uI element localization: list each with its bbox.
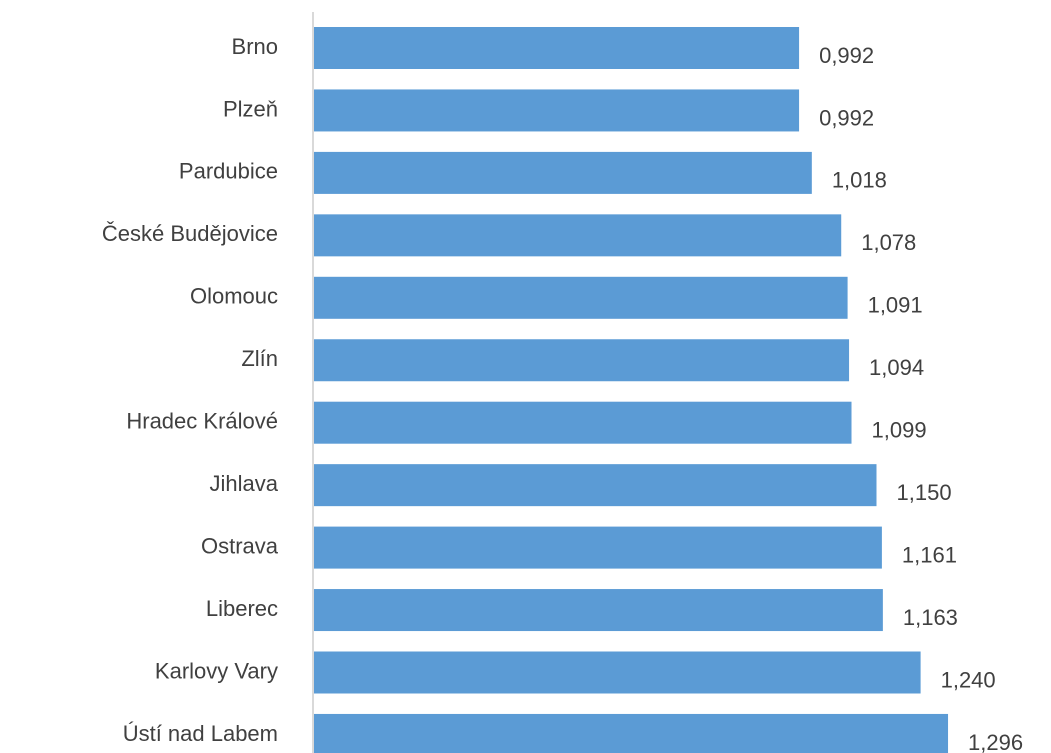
category-label: Zlín (241, 346, 278, 371)
bar (313, 589, 883, 632)
value-label: 1,161 (902, 542, 957, 567)
value-label: 0,992 (819, 43, 874, 68)
bar (313, 276, 848, 319)
value-label: 1,099 (872, 418, 927, 443)
bar (313, 526, 882, 569)
value-label: 1,163 (903, 605, 958, 630)
category-label: České Budějovice (102, 221, 278, 246)
bar (313, 713, 949, 753)
category-label: Brno (232, 34, 278, 59)
bar (313, 651, 921, 694)
value-label: 1,240 (941, 667, 996, 692)
bar (313, 214, 842, 257)
bar (313, 151, 812, 194)
category-label: Ostrava (201, 533, 279, 558)
bar (313, 464, 877, 507)
bar (313, 339, 850, 382)
category-label: Jihlava (210, 471, 279, 496)
value-label: 1,296 (968, 730, 1023, 753)
category-label: Olomouc (190, 284, 278, 309)
category-label: Pardubice (179, 159, 278, 184)
bar (313, 89, 800, 132)
category-label: Plzeň (223, 96, 278, 121)
value-label: 1,078 (861, 230, 916, 255)
value-label: 1,094 (869, 355, 924, 380)
value-label: 1,018 (832, 168, 887, 193)
category-label: Karlovy Vary (155, 658, 278, 683)
category-label: Liberec (206, 596, 278, 621)
bar (313, 401, 852, 444)
category-label: Ústí nad Labem (123, 721, 278, 746)
value-label: 1,091 (868, 293, 923, 318)
value-label: 1,150 (897, 480, 952, 505)
value-label: 0,992 (819, 105, 874, 130)
bar (313, 27, 800, 69)
category-label: Hradec Králové (126, 409, 278, 434)
